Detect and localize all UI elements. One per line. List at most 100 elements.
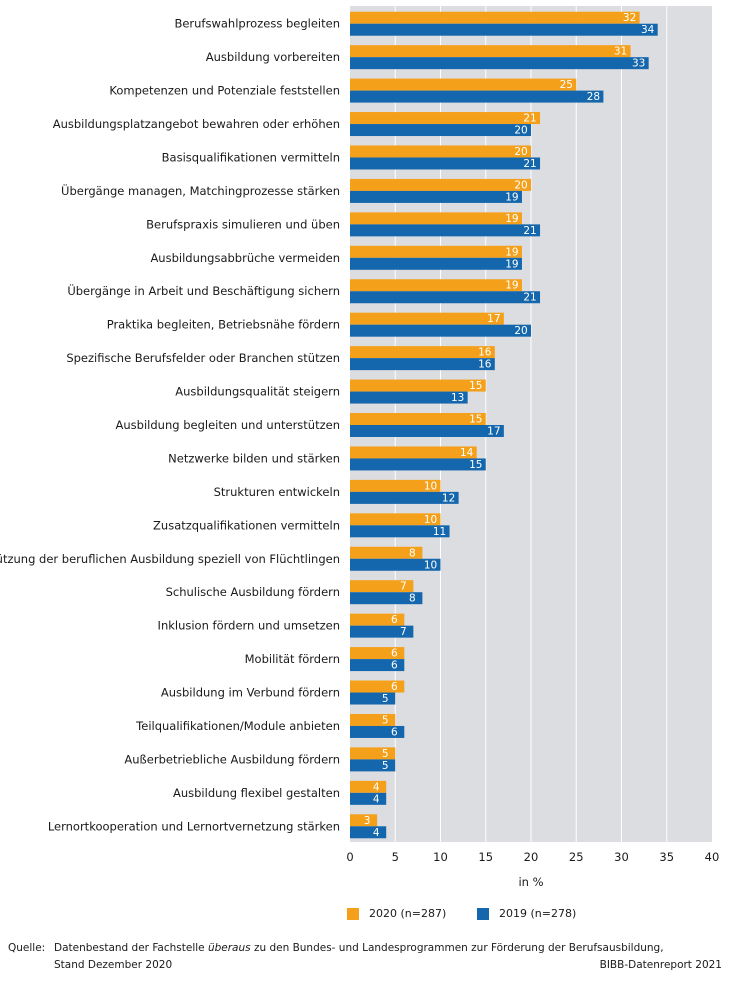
x-tick-label: 25 — [569, 850, 584, 864]
legend-label-2020: 2020 (n=287) — [369, 907, 447, 920]
x-axis-title: in % — [518, 875, 543, 889]
category-label: Teilqualifikationen/Module anbieten — [135, 719, 340, 733]
data-label-2020: 20 — [514, 179, 527, 191]
source-text-emph: überaus — [207, 942, 251, 954]
x-tick-label: 10 — [433, 850, 448, 864]
bar-2019 — [350, 23, 658, 36]
data-label-2019: 20 — [514, 325, 527, 337]
category-label: Lernortkooperation und Lernortvernetzung… — [48, 819, 340, 833]
bar-2019 — [350, 124, 531, 137]
bar-2020 — [350, 279, 522, 292]
category-label: Basisqualifikationen vermitteln — [162, 150, 340, 164]
data-label-2020: 17 — [487, 313, 500, 325]
bar-2019 — [350, 692, 396, 705]
legend-swatch-2019 — [477, 907, 489, 920]
data-label-2019: 12 — [442, 492, 455, 504]
data-label-2019: 19 — [505, 258, 518, 270]
bar-2020 — [350, 413, 486, 425]
bar-2019 — [350, 458, 486, 471]
category-label: Berufswahlprozess begleiten — [174, 17, 340, 31]
data-label-2020: 6 — [391, 648, 398, 660]
bar-2019 — [350, 425, 504, 437]
bar-2020 — [350, 346, 495, 359]
category-label: Inklusion fördern und umsetzen — [158, 619, 340, 633]
data-label-2019: 33 — [632, 58, 645, 70]
bar-2020 — [350, 145, 531, 158]
x-tick-label: 40 — [705, 850, 720, 864]
bar-2019 — [350, 157, 541, 170]
bar-2019 — [350, 190, 522, 203]
category-label: Zusatzqualifikationen vermitteln — [153, 518, 340, 532]
category-label: Berufspraxis simulieren und üben — [146, 217, 340, 231]
data-label-2020: 4 — [373, 781, 380, 793]
data-label-2019: 19 — [505, 191, 518, 203]
data-label-2019: 4 — [373, 793, 380, 805]
data-label-2019: 6 — [391, 660, 398, 672]
category-label: Netzwerke bilden und stärken — [168, 451, 340, 465]
data-label-2019: 4 — [373, 827, 380, 839]
x-tick-label: 5 — [392, 850, 399, 864]
data-label-2020: 14 — [460, 447, 474, 459]
bar-2019 — [350, 224, 541, 237]
data-label-2019: 8 — [409, 593, 416, 605]
category-label: Schulische Ausbildung fördern — [166, 585, 340, 599]
category-label: Übergänge in Arbeit und Beschäftigung si… — [67, 282, 340, 298]
data-label-2019: 15 — [469, 459, 482, 471]
data-label-2019: 11 — [433, 526, 446, 538]
legend-item-2020: 2020 (n=287) — [347, 907, 446, 920]
bar-2019 — [350, 592, 423, 605]
data-label-2020: 21 — [523, 113, 536, 125]
legend-item-2019: 2019 (n=278) — [477, 907, 576, 920]
source-footer: Quelle: Datenbestand der Fachstelle übera… — [8, 940, 722, 974]
category-label: Unterstützung der beruflichen Ausbildung… — [0, 552, 340, 566]
bar-2020 — [350, 11, 640, 24]
data-label-2020: 7 — [400, 581, 407, 593]
bar-2020 — [350, 647, 405, 660]
data-label-2019: 28 — [587, 91, 600, 103]
bar-2020 — [350, 245, 522, 258]
data-label-2020: 19 — [505, 213, 518, 225]
bar-2019 — [350, 324, 531, 337]
chart-canvas: Berufswahlprozess begleiten 3234Ausbildun… — [0, 6, 720, 889]
data-label-2020: 6 — [391, 614, 398, 626]
bar-2020 — [350, 713, 396, 726]
bar-2019 — [350, 558, 441, 571]
bar-2020 — [350, 613, 405, 626]
bar-2020 — [350, 212, 522, 225]
data-label-2020: 10 — [424, 514, 437, 526]
bar-2020 — [350, 780, 387, 793]
bar-2019 — [350, 659, 405, 672]
bar-2020 — [350, 580, 414, 593]
data-label-2020: 6 — [391, 681, 398, 693]
data-label-2020: 3 — [364, 815, 371, 827]
bar-2019 — [350, 826, 387, 839]
category-label: Ausbildungsabbrüche vermeiden — [150, 251, 340, 265]
bar-2020 — [350, 546, 423, 559]
bar-2019 — [350, 625, 414, 638]
category-label: Außerbetriebliche Ausbildung fördern — [124, 752, 340, 766]
data-label-2020: 20 — [514, 146, 527, 158]
data-label-2019: 6 — [391, 726, 398, 738]
data-label-2020: 8 — [409, 547, 416, 559]
bar-2020 — [350, 78, 577, 91]
bar-2019 — [350, 759, 396, 772]
source-text-pre: Datenbestand der Fachstelle — [54, 942, 208, 954]
bar-2019 — [350, 792, 387, 805]
data-label-2019: 20 — [514, 125, 527, 137]
category-label: Mobilität fördern — [245, 652, 340, 666]
data-label-2020: 19 — [505, 246, 518, 258]
bar-2020 — [350, 479, 441, 492]
bar-2020 — [350, 513, 441, 526]
x-tick-label: 15 — [478, 850, 493, 864]
data-label-2019: 10 — [424, 559, 437, 571]
legend-label-2019: 2019 (n=278) — [499, 907, 577, 920]
data-label-2020: 32 — [623, 12, 636, 24]
data-label-2019: 5 — [382, 693, 389, 705]
data-label-2019: 21 — [523, 158, 536, 170]
data-label-2019: 17 — [487, 426, 500, 438]
category-label: Ausbildungsqualität steigern — [175, 385, 340, 399]
data-label-2019: 13 — [451, 392, 464, 404]
data-label-2019: 7 — [400, 626, 407, 638]
data-label-2020: 25 — [560, 79, 573, 91]
category-label: Ausbildung im Verbund fördern — [161, 686, 340, 700]
